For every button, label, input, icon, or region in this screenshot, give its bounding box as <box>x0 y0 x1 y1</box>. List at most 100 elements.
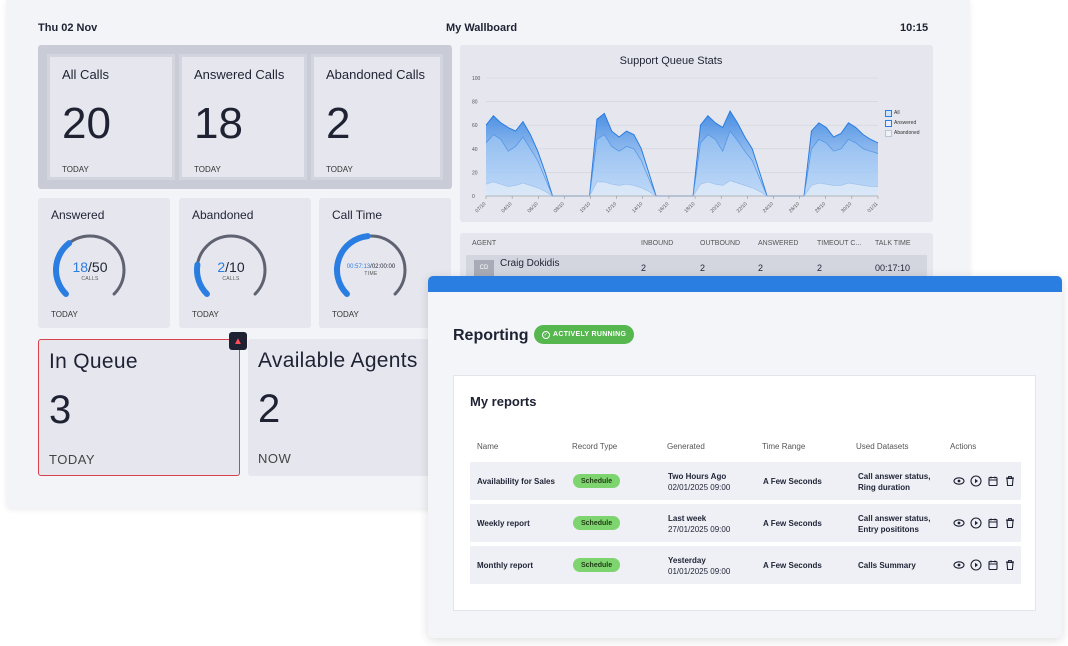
time-range: A Few Seconds <box>763 477 822 486</box>
legend-swatch <box>885 119 892 127</box>
in-queue-value: 3 <box>49 388 72 432</box>
stat-value: 20 <box>62 99 111 148</box>
gauge-unit: CALLS <box>81 275 99 282</box>
wallboard-date: Thu 02 Nov <box>38 22 98 34</box>
available-agents-value: 2 <box>258 387 281 431</box>
stat-value: 2 <box>326 99 351 148</box>
legend-label: Answered <box>894 120 917 126</box>
col-header-timeout: TIMEOUT C... <box>817 240 862 247</box>
x-tick-label: 16/10 <box>657 201 670 214</box>
legend-item-abandoned[interactable]: Abandoned <box>885 128 920 138</box>
legend-swatch <box>885 129 892 137</box>
play-icon[interactable] <box>970 517 982 529</box>
gauge-total: /50 <box>88 258 108 275</box>
y-tick-label: 0 <box>472 194 475 200</box>
generated-relative: Two Hours Ago <box>668 472 727 481</box>
series-abandoned-area <box>486 180 878 196</box>
legend-label: Abandoned <box>894 130 920 136</box>
datasets-line2: Ring duration <box>858 483 910 492</box>
x-tick-label: 18/10 <box>683 201 696 214</box>
gauge-ring <box>194 234 267 298</box>
stat-value: 18 <box>194 99 243 148</box>
gauge-label: Abandoned <box>192 208 254 222</box>
in-queue-card[interactable]: In Queue 3 TODAY <box>38 339 240 476</box>
legend-item-all[interactable]: All <box>885 108 920 118</box>
table-row[interactable]: Weekly report Schedule Last week 27/01/2… <box>470 504 1021 542</box>
calendar-icon[interactable] <box>987 475 999 487</box>
view-icon[interactable] <box>953 559 965 571</box>
col-header-generated[interactable]: Generated <box>667 442 705 451</box>
chart-plot: 0 20 40 60 80 100 07/10 04/10 06/10 08/10 10/10 12/… <box>472 76 880 214</box>
x-tick-label: 26/10 <box>788 201 801 214</box>
stat-card-answered-calls[interactable]: Answered Calls 18 TODAY <box>179 54 307 180</box>
gauge-total: /10 <box>225 258 245 275</box>
x-tick-label: 30/10 <box>840 201 853 214</box>
gauge-value: 00:57:13 <box>346 263 371 270</box>
gauge-unit: TIME <box>364 270 378 277</box>
x-tick-label: 06/10 <box>527 201 540 214</box>
stat-label: Answered Calls <box>194 67 285 82</box>
gauge-progress <box>194 261 210 298</box>
in-queue-label: In Queue <box>49 350 138 373</box>
col-header-agent: AGENT <box>472 240 497 247</box>
wallboard-title: My Wallboard <box>446 22 518 34</box>
table-row[interactable]: Availability for Sales Schedule Two Hour… <box>470 462 1021 500</box>
in-queue-period: TODAY <box>49 452 96 467</box>
table-row[interactable]: Monthly report Schedule Yesterday 01/01/… <box>470 546 1021 584</box>
x-tick-label: 24/10 <box>762 201 775 214</box>
cell-answered: 2 <box>758 263 764 273</box>
status-badge: ✓ ACTIVELY RUNNING <box>534 325 635 344</box>
stat-card-abandoned-calls[interactable]: Abandoned Calls 2 TODAY <box>311 54 443 180</box>
x-tick-label: 22/10 <box>736 201 749 214</box>
available-agents-card[interactable]: Available Agents 2 NOW <box>248 339 458 476</box>
col-header-record-type[interactable]: Record Type <box>572 442 618 451</box>
row-actions <box>953 559 1016 571</box>
gauge-card-abandoned[interactable]: Abandoned 2/10 CALLS TODAY <box>179 198 311 328</box>
calendar-icon[interactable] <box>987 517 999 529</box>
gauge-ring <box>53 234 126 298</box>
view-icon[interactable] <box>953 475 965 487</box>
available-agents-period: NOW <box>258 451 292 466</box>
play-icon[interactable] <box>970 559 982 571</box>
legend-label: All <box>894 110 900 116</box>
cell-talk-time: 00:17:10 <box>875 263 911 273</box>
x-tick-label: 07/10 <box>474 201 487 214</box>
stat-card-all-calls[interactable]: All Calls 20 TODAY <box>47 54 175 180</box>
row-actions <box>953 475 1016 487</box>
y-tick-label: 20 <box>472 170 478 176</box>
gauge-label: Answered <box>51 208 105 222</box>
col-header-used-datasets[interactable]: Used Datasets <box>856 442 909 451</box>
avatar: CD <box>474 260 494 276</box>
trash-icon[interactable] <box>1004 517 1016 529</box>
gauge-center: 18/50 CALLS <box>50 230 130 310</box>
check-icon: ✓ <box>542 330 550 339</box>
datasets-line1: Calls Summary <box>858 561 916 570</box>
y-tick-label: 100 <box>472 76 481 82</box>
col-header-time-range[interactable]: Time Range <box>762 442 806 451</box>
cell-inbound: 2 <box>641 263 647 273</box>
col-header-answered: ANSWERED <box>758 240 799 247</box>
support-queue-chart: Support Queue Stats 0 20 40 60 80 100 07/10 04/… <box>460 45 933 222</box>
gauge-card-answered[interactable]: Answered 18/50 CALLS TODAY <box>38 198 170 328</box>
gauge-total: /02:00:00 <box>370 263 396 270</box>
view-icon[interactable] <box>953 517 965 529</box>
gauge-progress <box>53 240 73 298</box>
my-reports-panel: My reports Name Record Type Generated Ti… <box>453 375 1036 611</box>
generated-relative: Yesterday <box>668 556 706 565</box>
generated-date: 27/01/2025 09:00 <box>668 525 731 534</box>
x-tick-label: 28/10 <box>814 201 827 214</box>
alert-icon[interactable]: ▲ <box>229 332 247 350</box>
legend-swatch <box>885 109 892 117</box>
reporting-title: Reporting <box>453 327 529 344</box>
col-header-name[interactable]: Name <box>477 442 499 451</box>
chart-legend: All Answered Abandoned <box>885 108 920 138</box>
legend-item-answered[interactable]: Answered <box>885 118 920 128</box>
x-tick-label: 08/10 <box>553 201 566 214</box>
calendar-icon[interactable] <box>987 559 999 571</box>
trash-icon[interactable] <box>1004 559 1016 571</box>
trash-icon[interactable] <box>1004 475 1016 487</box>
gauge-value: 18 <box>72 258 89 275</box>
generated-relative: Last week <box>668 514 707 523</box>
play-icon[interactable] <box>970 475 982 487</box>
gauge-unit: CALLS <box>222 275 240 282</box>
